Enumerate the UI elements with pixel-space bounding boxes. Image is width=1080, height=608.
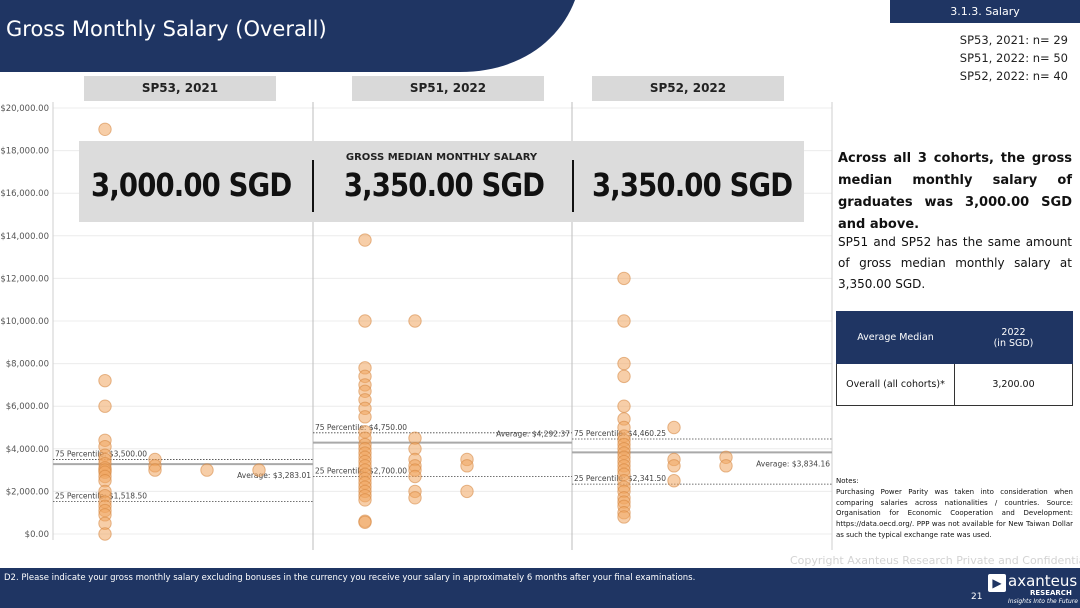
data-point: [667, 474, 681, 488]
average-label: Average: $3,283.01: [237, 471, 311, 480]
table-header-year-line2: (in SGD): [993, 337, 1034, 349]
table-header-year: 2022 (in SGD): [954, 311, 1073, 364]
data-point: [358, 314, 372, 328]
table-row-label: Overall (all cohorts)*: [836, 363, 955, 406]
sample-size-sp53: SP53, 2021: n= 29: [959, 33, 1068, 47]
data-point: [617, 369, 631, 384]
median-overlay: GROSS MEDIAN MONTHLY SALARY 3,000.00 SGD…: [79, 141, 804, 222]
y-tick-label: $20,000.00: [0, 104, 49, 114]
median-value-sp53: 3,000.00 SGD: [91, 166, 292, 204]
y-tick-label: $16,000.00: [0, 189, 49, 199]
y-tick-label: $6,000.00: [6, 402, 49, 412]
section-tag: 3.1.3. Salary: [890, 0, 1080, 23]
notes-heading: Notes:: [836, 477, 859, 485]
data-point: [408, 314, 422, 328]
copyright: Copyright Axanteus Research Private and …: [790, 554, 1080, 567]
y-tick-label: $0.00: [25, 530, 49, 540]
data-point: [667, 459, 681, 473]
average-label: Average: $4,292.37: [496, 430, 570, 439]
sample-size-sp52: SP52, 2022: n= 40: [959, 69, 1068, 83]
y-tick-label: $2,000.00: [6, 487, 49, 497]
notes: Notes: Purchasing Power Parity was taken…: [836, 476, 1073, 541]
footer-bar: D2. Please indicate your gross monthly s…: [0, 568, 1080, 608]
survey-question: D2. Please indicate your gross monthly s…: [4, 573, 696, 583]
data-point: [460, 459, 474, 473]
separator: [572, 160, 574, 212]
insight-secondary: SP51 and SP52 has the same amount of gro…: [838, 235, 1072, 291]
data-point: [358, 515, 372, 529]
logo-tagline: Insights Into the Future: [1008, 598, 1078, 605]
data-point: [408, 491, 422, 505]
table-header-average-median: Average Median: [836, 311, 955, 364]
page-title: Gross Monthly Salary (Overall): [6, 17, 327, 41]
table-row-value: 3,200.00: [954, 363, 1073, 406]
title-banner: [0, 0, 575, 72]
notes-body: Purchasing Power Parity was taken into c…: [836, 487, 1073, 539]
axanteus-logo: ▶ axanteus RESEARCH Insights Into the Fu…: [988, 572, 1078, 606]
cohort-header-sp51: SP51, 2022: [352, 76, 544, 101]
table-row: Overall (all cohorts)* 3,200.00: [836, 363, 1073, 406]
overlay-title: GROSS MEDIAN MONTHLY SALARY: [345, 152, 538, 163]
data-point: [200, 463, 214, 477]
data-point: [617, 510, 631, 524]
data-point: [617, 399, 631, 413]
y-tick-label: $12,000.00: [0, 274, 49, 284]
data-point: [98, 527, 112, 541]
data-point: [617, 271, 631, 286]
data-point: [719, 459, 733, 473]
logo-name: axanteus: [1008, 572, 1078, 590]
data-point: [98, 373, 112, 388]
insight-primary: Across all 3 cohorts, the gross median m…: [838, 151, 1072, 232]
data-point: [358, 493, 372, 507]
median-value-sp52: 3,350.00 SGD: [591, 166, 793, 204]
data-point: [408, 469, 422, 484]
cohort-header-sp52: SP52, 2022: [592, 76, 784, 101]
data-point: [358, 233, 372, 247]
y-tick-label: $10,000.00: [0, 317, 49, 327]
data-point: [617, 356, 631, 371]
median-value-sp51: 3,350.00 SGD: [343, 166, 545, 204]
data-point: [252, 463, 266, 477]
average-label: Average: $3,834.16: [756, 459, 830, 468]
y-tick-label: $4,000.00: [6, 445, 49, 455]
logo-subtitle: RESEARCH: [1030, 589, 1072, 597]
separator: [312, 160, 314, 212]
summary-table: Average Median 2022 (in SGD) Overall (al…: [836, 311, 1073, 406]
data-point: [460, 484, 474, 499]
data-point: [98, 122, 112, 136]
logo-mark-icon: ▶: [988, 574, 1006, 592]
page-number: 21: [971, 592, 983, 602]
data-point: [667, 420, 681, 435]
data-point: [148, 463, 162, 477]
data-point: [98, 399, 112, 413]
y-tick-label: $8,000.00: [6, 360, 49, 370]
y-tick-label: $18,000.00: [0, 147, 49, 157]
data-point: [617, 314, 631, 328]
data-point: [358, 410, 372, 424]
sample-size-sp51: SP51, 2022: n= 50: [959, 51, 1068, 65]
table-header-year-line1: 2022: [1001, 326, 1026, 338]
y-tick-label: $14,000.00: [0, 232, 49, 242]
cohort-header-sp53: SP53, 2021: [84, 76, 276, 101]
